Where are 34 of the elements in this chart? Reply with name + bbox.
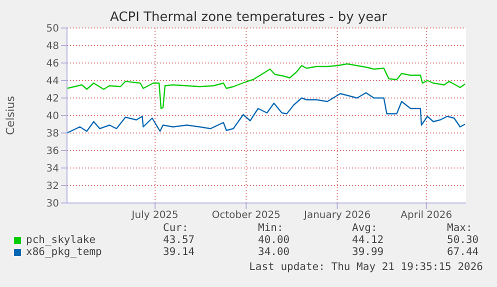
y-tick-label: 30: [46, 198, 59, 210]
text: Max:: [447, 222, 472, 234]
y-tick-label: 34: [46, 164, 59, 175]
text: 39.99: [352, 246, 384, 258]
y-tick-label: 48: [46, 41, 59, 52]
y-tick-label: 44: [46, 76, 59, 88]
text: Last update: Thu May 21 19:35:15 2026: [249, 261, 483, 273]
text: 39.14: [163, 246, 195, 258]
text: 34.00: [258, 246, 290, 258]
line-series: [67, 92, 466, 134]
text: Cur:: [163, 222, 188, 234]
y-tick-label: 42: [46, 94, 59, 105]
chart-title: ACPI Thermal zone temperatures - by year: [109, 10, 388, 25]
text: 40.00: [258, 234, 290, 246]
y-tick-label: 36: [46, 146, 59, 158]
text: 67.44: [447, 246, 479, 258]
text: Min:: [258, 222, 284, 234]
x-tick-label: October 2025: [212, 210, 281, 222]
line-series: [67, 63, 466, 110]
text: 44.12: [352, 234, 384, 246]
legend-label: x86_pkg_temp: [26, 246, 102, 258]
y-tick-label: 50: [46, 24, 59, 35]
text: 43.57: [163, 234, 195, 246]
y-tick-label: 46: [46, 58, 59, 70]
x-tick-label: April 2026: [400, 210, 452, 222]
y-tick-label: 32: [46, 181, 59, 192]
legend-label: pch_skylake: [26, 234, 96, 246]
x-tick-label: July 2025: [130, 210, 178, 222]
y-tick-label: 38: [46, 128, 59, 140]
y-tick-label: 40: [46, 111, 59, 122]
text: 50.30: [447, 234, 479, 246]
x-tick-label: January 2026: [303, 210, 371, 222]
y-axis-title: Celsius: [4, 96, 17, 135]
text: Avg:: [352, 222, 378, 234]
